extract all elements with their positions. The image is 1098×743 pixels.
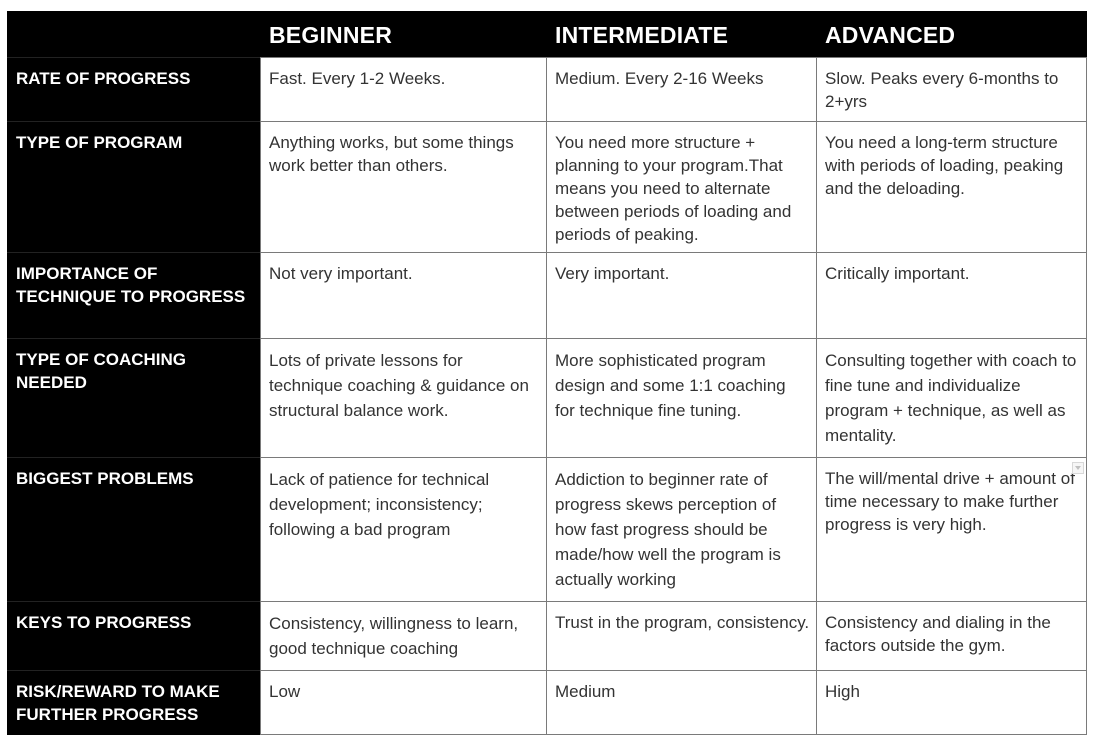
table-cell: Addiction to beginner rate of progress s… <box>546 457 816 601</box>
table-cell: Slow. Peaks every 6-months to 2+yrs <box>816 57 1087 121</box>
column-header-beginner: BEGINNER <box>260 11 546 57</box>
table-cell: Low <box>260 670 546 735</box>
table-cell: You need more structure + planning to yo… <box>546 121 816 252</box>
table-cell: Medium. Every 2-16 Weeks <box>546 57 816 121</box>
row-label-rate-of-progress: RATE OF PROGRESS <box>7 57 260 121</box>
dropdown-arrow-icon[interactable] <box>1072 462 1084 474</box>
table-cell: You need a long-term structure with peri… <box>816 121 1087 252</box>
table-cell: Consistency, willingness to learn, good … <box>260 601 546 670</box>
table-cell: High <box>816 670 1087 735</box>
column-header-intermediate: INTERMEDIATE <box>546 11 816 57</box>
row-label-risk-reward: RISK/REWARD TO MAKE FURTHER PROGRESS <box>7 670 260 735</box>
table-cell: Medium <box>546 670 816 735</box>
row-label-type-of-coaching: TYPE OF COACHING NEEDED <box>7 338 260 457</box>
table-cell: More sophisticated program design and so… <box>546 338 816 457</box>
table-cell-text: The will/mental drive + amount of time n… <box>825 469 1075 534</box>
table-cell: Very important. <box>546 252 816 338</box>
table-cell: Lack of patience for technical developme… <box>260 457 546 601</box>
row-label-keys-to-progress: KEYS TO PROGRESS <box>7 601 260 670</box>
table-cell: Fast. Every 1-2 Weeks. <box>260 57 546 121</box>
row-label-type-of-program: TYPE OF PROGRAM <box>7 121 260 252</box>
row-label-importance-of-technique: IMPORTANCE OF TECHNIQUE TO PROGRESS <box>7 252 260 338</box>
table-cell: Lots of private lessons for technique co… <box>260 338 546 457</box>
table-cell: Trust in the program, consistency. <box>546 601 816 670</box>
table-cell: Consulting together with coach to fine t… <box>816 338 1087 457</box>
table-cell: Consistency and dialing in the factors o… <box>816 601 1087 670</box>
table-cell: Not very important. <box>260 252 546 338</box>
row-label-biggest-problems: BIGGEST PROBLEMS <box>7 457 260 601</box>
comparison-table: BEGINNER INTERMEDIATE ADVANCED RATE OF P… <box>7 11 1087 735</box>
table-cell: The will/mental drive + amount of time n… <box>816 457 1087 601</box>
column-header-advanced: ADVANCED <box>816 11 1087 57</box>
table-corner <box>7 11 260 57</box>
table-cell: Anything works, but some things work bet… <box>260 121 546 252</box>
table-cell: Critically important. <box>816 252 1087 338</box>
